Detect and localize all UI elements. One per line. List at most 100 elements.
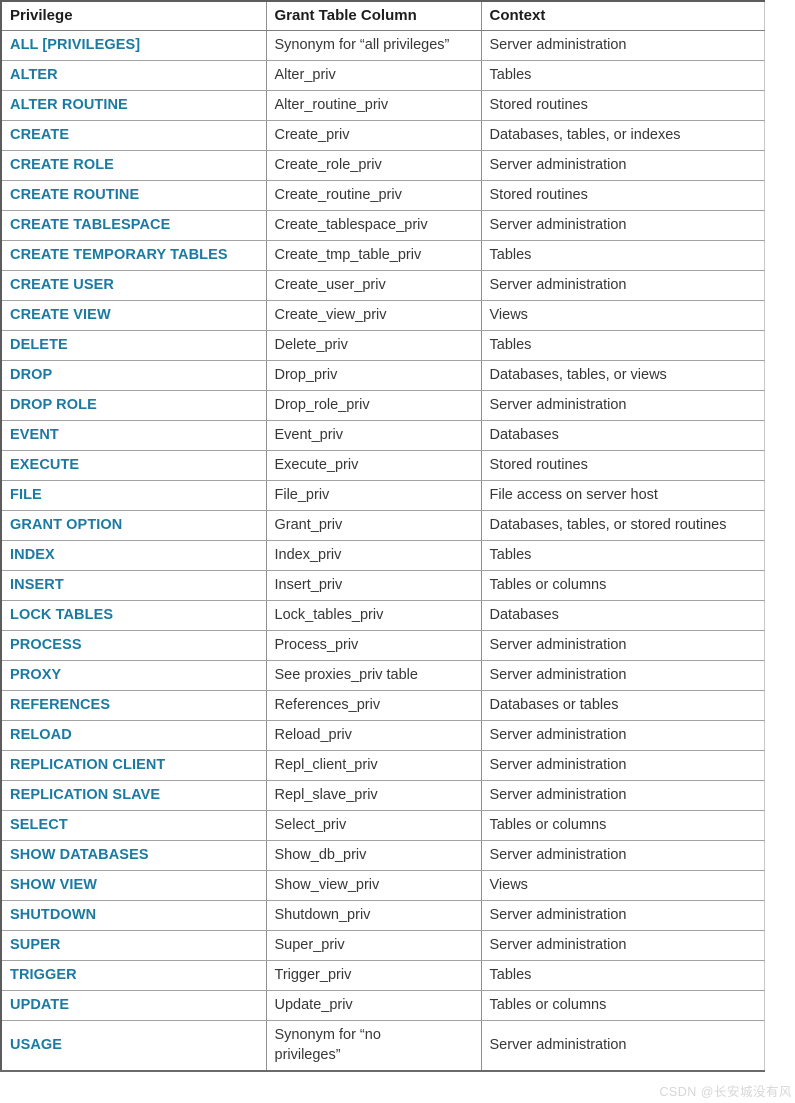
privilege-cell: USAGE	[1, 1020, 267, 1072]
grant-table-column-cell: Index_priv	[266, 540, 482, 571]
context-cell: Stored routines	[481, 90, 765, 121]
privilege-link[interactable]: INDEX	[10, 547, 55, 563]
privilege-cell: SUPER	[1, 930, 267, 961]
context-cell: Server administration	[481, 780, 765, 811]
context-cell: Server administration	[481, 270, 765, 301]
grant-table-column-cell: Shutdown_priv	[266, 900, 482, 931]
table-row: LOCK TABLES Lock_tables_priv Databases	[1, 600, 765, 631]
privilege-link[interactable]: SUPER	[10, 937, 61, 953]
grant-table-column-value: Show_view_priv	[274, 877, 380, 893]
table-row: FILE File_priv File access on server hos…	[1, 480, 765, 511]
privilege-link[interactable]: ALTER ROUTINE	[10, 97, 128, 113]
context-cell: Tables or columns	[481, 990, 765, 1021]
privilege-link[interactable]: CREATE	[10, 127, 70, 143]
privilege-cell: CREATE ROUTINE	[1, 180, 267, 211]
privilege-link[interactable]: RELOAD	[10, 727, 72, 743]
table-row: EXECUTE Execute_priv Stored routines	[1, 450, 765, 481]
grant-table-column-cell: Alter_routine_priv	[266, 90, 482, 121]
privilege-cell: DROP ROLE	[1, 390, 267, 421]
privilege-cell: SELECT	[1, 810, 267, 841]
privilege-cell: REPLICATION CLIENT	[1, 750, 267, 781]
grant-table-column-value: File_priv	[274, 487, 330, 503]
grant-table-column-value: Drop_role_priv	[274, 397, 370, 413]
grant-table-column-cell: Insert_priv	[266, 570, 482, 601]
privilege-link[interactable]: UPDATE	[10, 997, 70, 1013]
privilege-cell: INSERT	[1, 570, 267, 601]
grant-table-column-value: References_priv	[274, 697, 381, 713]
table-row: SHUTDOWN Shutdown_priv Server administra…	[1, 900, 765, 931]
grant-table-column-cell: Select_priv	[266, 810, 482, 841]
privilege-cell: CREATE ROLE	[1, 150, 267, 181]
grant-table-column-value: Create_routine_priv	[274, 187, 402, 203]
privilege-link[interactable]: INSERT	[10, 577, 64, 593]
privilege-link[interactable]: CREATE ROLE	[10, 157, 114, 173]
privilege-link[interactable]: CREATE TEMPORARY TABLES	[10, 247, 228, 263]
privilege-link[interactable]: EXECUTE	[10, 457, 80, 473]
privilege-link[interactable]: FILE	[10, 487, 42, 503]
privilege-link[interactable]: REFERENCES	[10, 697, 111, 713]
privilege-link[interactable]: ALTER	[10, 67, 58, 83]
grant-table-column-cell: Create_view_priv	[266, 300, 482, 331]
privilege-cell: DROP	[1, 360, 267, 391]
column-header-privilege: Privilege	[1, 1, 267, 31]
privilege-cell: CREATE USER	[1, 270, 267, 301]
privilege-link[interactable]: ALL [PRIVILEGES]	[10, 37, 141, 53]
privilege-link[interactable]: REPLICATION CLIENT	[10, 757, 166, 773]
table-row: DROP Drop_priv Databases, tables, or vie…	[1, 360, 765, 391]
grant-table-column-value: Select_priv	[274, 817, 347, 833]
privilege-cell: ALTER	[1, 60, 267, 91]
context-cell: Server administration	[481, 720, 765, 751]
grant-table-column-value: Lock_tables_priv	[274, 607, 384, 623]
grant-table-column-cell: Show_view_priv	[266, 870, 482, 901]
privilege-cell: LOCK TABLES	[1, 600, 267, 631]
grant-table-column-value: Create_user_priv	[274, 277, 386, 293]
grant-table-column-value: Synonym for “all privileges”	[274, 37, 450, 53]
privilege-link[interactable]: SHUTDOWN	[10, 907, 97, 923]
privilege-link[interactable]: DELETE	[10, 337, 68, 353]
privilege-link[interactable]: CREATE TABLESPACE	[10, 217, 171, 233]
grant-table-column-cell: Alter_priv	[266, 60, 482, 91]
watermark: CSDN @长安城没有风	[659, 1085, 792, 1099]
context-cell: Databases, tables, or indexes	[481, 120, 765, 151]
privilege-cell: PROXY	[1, 660, 267, 691]
privilege-link[interactable]: CREATE ROUTINE	[10, 187, 140, 203]
privilege-link[interactable]: CREATE VIEW	[10, 307, 111, 323]
privilege-cell: ALTER ROUTINE	[1, 90, 267, 121]
privilege-link[interactable]: USAGE	[10, 1037, 63, 1053]
table-body: ALL [PRIVILEGES] Synonym for “all privil…	[1, 30, 765, 1072]
table-row: CREATE ROLE Create_role_priv Server admi…	[1, 150, 765, 181]
privilege-link[interactable]: REPLICATION SLAVE	[10, 787, 161, 803]
privilege-cell: DELETE	[1, 330, 267, 361]
column-header-context: Context	[481, 1, 765, 31]
grant-table-column-cell: Synonym for “all privileges”	[266, 30, 482, 61]
privilege-cell: REPLICATION SLAVE	[1, 780, 267, 811]
context-cell: Tables	[481, 60, 765, 91]
privilege-link[interactable]: GRANT OPTION	[10, 517, 123, 533]
privilege-link[interactable]: SHOW DATABASES	[10, 847, 149, 863]
context-cell: Tables or columns	[481, 810, 765, 841]
table-row: INSERT Insert_priv Tables or columns	[1, 570, 765, 601]
privilege-link[interactable]: PROCESS	[10, 637, 82, 653]
privilege-cell: FILE	[1, 480, 267, 511]
privilege-link[interactable]: DROP ROLE	[10, 397, 97, 413]
privilege-link[interactable]: CREATE USER	[10, 277, 114, 293]
table-row: CREATE TABLESPACE Create_tablespace_priv…	[1, 210, 765, 241]
table-row: SHOW VIEW Show_view_priv Views	[1, 870, 765, 901]
table-row: SUPER Super_priv Server administration	[1, 930, 765, 961]
privilege-cell: EVENT	[1, 420, 267, 451]
grant-table-column-cell: Create_user_priv	[266, 270, 482, 301]
privilege-cell: CREATE	[1, 120, 267, 151]
privilege-link[interactable]: SELECT	[10, 817, 68, 833]
privilege-link[interactable]: DROP	[10, 367, 53, 383]
table-row: PROXY See proxies_priv table Server admi…	[1, 660, 765, 691]
grant-table-column-value: Event_priv	[274, 427, 344, 443]
privilege-link[interactable]: SHOW VIEW	[10, 877, 98, 893]
privilege-link[interactable]: TRIGGER	[10, 967, 77, 983]
privilege-link[interactable]: EVENT	[10, 427, 59, 443]
context-cell: Tables	[481, 330, 765, 361]
privilege-link[interactable]: LOCK TABLES	[10, 607, 114, 623]
grant-table-column-value: Create_tablespace_priv	[274, 217, 428, 233]
context-cell: Views	[481, 870, 765, 901]
privilege-link[interactable]: PROXY	[10, 667, 62, 683]
table-row: DROP ROLE Drop_role_priv Server administ…	[1, 390, 765, 421]
